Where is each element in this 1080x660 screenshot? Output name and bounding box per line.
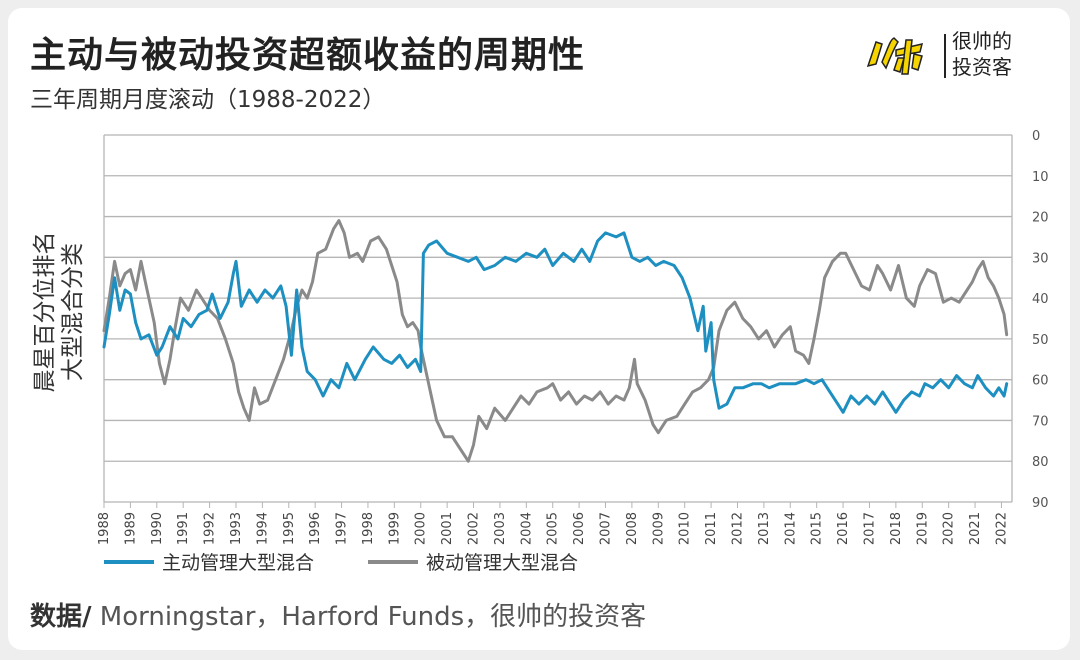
y-tick-label: 40 (1032, 292, 1049, 307)
x-tick-label: 2006 (572, 512, 587, 545)
x-tick-label: 1991 (176, 512, 191, 545)
x-tick-label: 2017 (862, 512, 877, 545)
y-axis-ticks: 0 10 20 30 40 50 60 70 80 90 (1032, 129, 1049, 511)
x-tick-label: 2016 (836, 512, 851, 545)
x-tick-label: 2021 (968, 512, 983, 545)
brand: 很帅的 投资客 (844, 28, 1044, 88)
yellow-calligraphy-logo-icon (866, 37, 924, 75)
x-tick-label: 2001 (440, 512, 455, 545)
chart-title: 主动与被动投资超额收益的周期性 (30, 35, 586, 76)
y-tick-label: 50 (1032, 333, 1049, 348)
brand-name-line1: 很帅的 (952, 29, 1012, 53)
x-tick-label: 2019 (915, 512, 930, 545)
x-tick-label: 1992 (203, 512, 218, 545)
y-tick-label: 0 (1032, 129, 1040, 144)
x-tick-label: 1996 (308, 512, 323, 545)
y-tick-label: 20 (1032, 211, 1049, 226)
y-axis-label-line1: 晨星百分位排名 (32, 232, 58, 393)
x-tick-label: 1989 (123, 512, 138, 545)
x-axis-ticks: 1988 1989 1990 1991 1992 1993 1994 1995 1996 1997… (97, 502, 1009, 545)
x-tick-label: 1998 (361, 512, 376, 545)
y-tick-label: 70 (1032, 414, 1049, 429)
x-tick-label: 2011 (704, 512, 719, 545)
x-tick-label: 1995 (282, 512, 297, 545)
x-tick-label: 2005 (546, 512, 561, 545)
series-line (102, 219, 1009, 463)
x-tick-label: 1993 (229, 512, 244, 545)
legend-entry: 主动管理大型混合 (162, 552, 314, 574)
x-tick-label: 2013 (757, 512, 772, 545)
x-tick-label: 2014 (783, 512, 798, 545)
y-tick-label: 90 (1032, 496, 1049, 511)
data-source-text: Morningstar，Harford Funds，很帅的投资客 (91, 602, 647, 632)
x-tick-label: 1997 (335, 512, 350, 545)
y-axis-label: 晨星百分位排名 大型混合分类 (32, 232, 86, 393)
x-tick-label: 2008 (625, 512, 640, 545)
chart-grid (103, 134, 1013, 503)
x-tick-label: 2018 (889, 512, 904, 545)
data-source-label: 数据/ (30, 602, 92, 632)
x-tick-label: 2004 (519, 512, 534, 545)
x-tick-label: 2007 (599, 512, 614, 545)
x-tick-label: 1990 (150, 512, 165, 545)
x-tick-label: 2022 (994, 512, 1009, 545)
y-tick-label: 10 (1032, 170, 1049, 185)
brand-name: 很帅的 投资客 (952, 28, 1044, 80)
x-tick-label: 2015 (810, 512, 825, 545)
y-tick-label: 30 (1032, 251, 1049, 266)
y-tick-label: 80 (1032, 455, 1049, 470)
series-line (102, 231, 1009, 414)
x-tick-label: 2000 (414, 512, 429, 545)
chart-series (102, 219, 1009, 463)
chart-subtitle: 三年周期月度滚动（1988-2022） (30, 87, 386, 113)
brand-name-line2: 投资客 (952, 55, 1012, 79)
x-tick-label: 1994 (255, 512, 270, 545)
x-tick-label: 1988 (97, 512, 112, 545)
x-tick-label: 2010 (678, 512, 693, 545)
chart-card: 主动与被动投资超额收益的周期性 三年周期月度滚动（1988-2022） 很帅的 … (8, 8, 1070, 650)
x-tick-label: 2009 (651, 512, 666, 545)
data-source: 数据/ Morningstar，Harford Funds，很帅的投资客 (30, 596, 646, 633)
brand-divider (944, 34, 946, 78)
chart-legend: 主动管理大型混合 被动管理大型混合 (104, 552, 578, 574)
y-axis-label-line2: 大型混合分类 (60, 243, 86, 381)
x-tick-label: 2020 (942, 512, 957, 545)
x-tick-label: 2003 (493, 512, 508, 545)
y-tick-label: 60 (1032, 374, 1049, 389)
x-tick-label: 2002 (467, 512, 482, 545)
x-tick-label: 1999 (387, 512, 402, 545)
legend-entry: 被动管理大型混合 (426, 552, 578, 574)
x-tick-label: 2012 (730, 512, 745, 545)
